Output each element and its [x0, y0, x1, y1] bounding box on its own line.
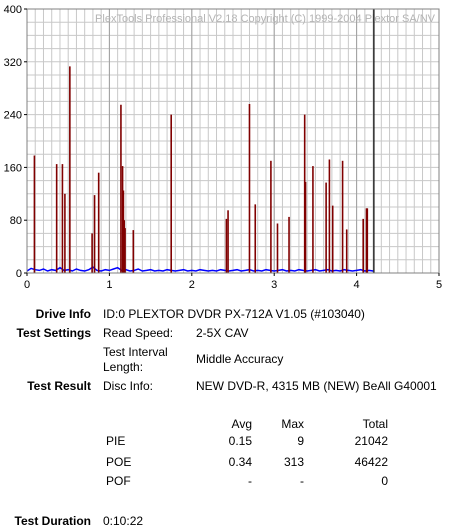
pie-series-line	[26, 266, 374, 272]
x-tick-label: 3	[271, 279, 277, 291]
pof-total: 0	[381, 474, 388, 488]
row-label-poe: POE	[106, 455, 132, 469]
row-label-pie: PIE	[106, 434, 126, 448]
interval-value: Middle Accuracy	[196, 352, 284, 366]
x-tick-label: 0	[24, 279, 30, 291]
y-tick-label: 160	[4, 162, 22, 174]
x-tick-label: 4	[354, 279, 360, 291]
drive-info-value: ID:0 PLEXTOR DVDR PX-712A V1.05 (#103040…	[103, 307, 365, 321]
y-tick-label: 240	[4, 110, 22, 122]
col-header-total: Total	[362, 417, 388, 431]
plot-frame	[26, 8, 440, 274]
drive-info-label: Drive Info	[35, 307, 91, 321]
chart-watermark: PlexTools Professional V2.18 Copyright (…	[95, 13, 436, 25]
test-settings-label: Test Settings	[16, 326, 91, 340]
pie-total: 21042	[354, 434, 388, 448]
row-label-pof: POF	[106, 474, 131, 488]
x-tick-label: 5	[436, 279, 442, 291]
disc-info-value: NEW DVD-R, 4315 MB (NEW) BeAll G40001	[196, 379, 437, 393]
read-speed-label: Read Speed:	[103, 326, 174, 340]
read-speed-value: 2-5X CAV	[196, 326, 249, 340]
pof-max: -	[300, 474, 304, 488]
poe-avg: 0.34	[228, 455, 252, 469]
interval-label-line2: Length:	[103, 360, 144, 374]
interval-label-line1: Test Interval	[103, 345, 168, 359]
y-tick-label: 0	[16, 268, 22, 280]
test-result-label: Test Result	[27, 379, 91, 393]
poe-total: 46422	[354, 455, 388, 469]
y-tick-label: 400	[4, 4, 22, 16]
pie-avg: 0.15	[228, 434, 252, 448]
test-duration-value: 0:10:22	[103, 514, 144, 528]
y-tick-label: 320	[4, 57, 22, 69]
x-tick-label: 1	[106, 279, 112, 291]
pof-avg: -	[248, 474, 252, 488]
col-header-avg: Avg	[231, 417, 252, 431]
pie-max: 9	[297, 434, 304, 448]
disc-info-label: Disc Info:	[103, 379, 154, 393]
test-duration-label: Test Duration	[14, 514, 91, 528]
y-tick-label: 80	[10, 215, 22, 227]
poe-max: 313	[283, 455, 304, 469]
error-chart: PlexTools Professional V2.18 Copyright (…	[4, 4, 442, 291]
col-header-max: Max	[281, 417, 304, 431]
x-tick-label: 2	[189, 279, 195, 291]
